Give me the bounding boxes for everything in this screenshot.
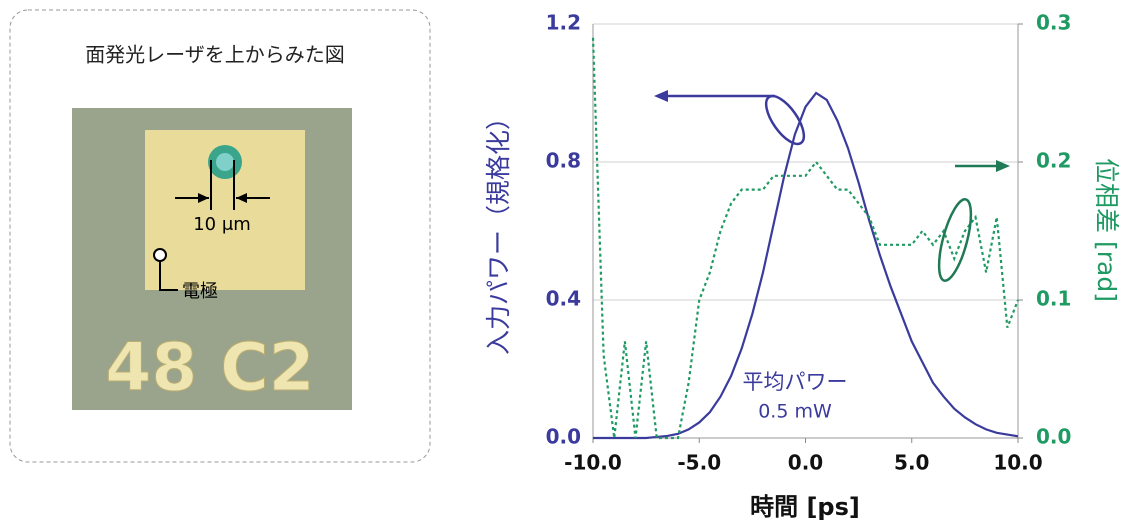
x-tick-label: 0.0 <box>788 451 823 475</box>
electrode-label: 電極 <box>182 281 218 302</box>
y-tick-label: 0.8 <box>546 149 581 173</box>
arrow-head <box>654 90 668 102</box>
x-tick-label: -5.0 <box>677 451 721 475</box>
y-tick-label: 0.0 <box>546 425 581 449</box>
x-tick-label: 5.0 <box>894 451 929 475</box>
annotation: 平均パワー <box>743 370 848 394</box>
x-tick-label: -10.0 <box>564 451 622 475</box>
y-tick-label: 1.2 <box>546 11 581 35</box>
scale-label: 10 μm <box>193 214 251 235</box>
y2-tick-label: 0.3 <box>1036 11 1071 35</box>
y2-tick-label: 0.2 <box>1036 149 1071 173</box>
annotation: 0.5 mW <box>758 401 832 423</box>
x-tick-label: 10.0 <box>993 451 1042 475</box>
y2-tick-label: 0.1 <box>1036 287 1071 311</box>
figure: 面発光レーザを上からみた図 10 μm 電極 48 C2 0.0 0.4 0.8 1.… <box>0 0 1141 528</box>
x-axis-label: 時間 [ps] <box>750 493 860 521</box>
y-axis-label: 入力パワー（規格化） <box>484 105 513 355</box>
chip-label: 48 C2 <box>105 329 314 406</box>
y2-axis-label: 位相差 [rad] <box>1092 158 1121 302</box>
photo-title: 面発光レーザを上からみた図 <box>85 43 345 67</box>
aperture-core <box>216 153 234 171</box>
y2-tick-label: 0.0 <box>1036 425 1071 449</box>
y-tick-label: 0.4 <box>546 287 581 311</box>
